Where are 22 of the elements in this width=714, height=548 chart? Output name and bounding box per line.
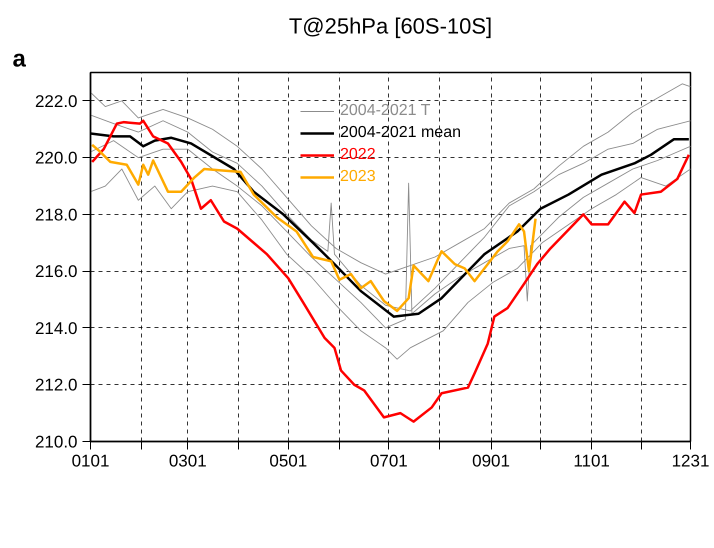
legend-label: 2004-2021 mean xyxy=(340,124,461,142)
x-tick-label: 0301 xyxy=(168,452,207,470)
line-series xyxy=(90,144,537,312)
y-tick-label: 216.0 xyxy=(34,262,78,282)
y-tick-label: 218.0 xyxy=(34,205,78,224)
y-tick-label: 212.0 xyxy=(34,376,78,395)
chart-title: T@25hPa [60S-10S] xyxy=(288,14,492,38)
x-tick-label: 0901 xyxy=(472,452,510,470)
y-tick-label: 210.0 xyxy=(34,432,78,452)
legend-label: 2022 xyxy=(340,146,376,164)
x-tick-label: 1231 xyxy=(672,452,710,470)
x-tick-label: 0501 xyxy=(269,452,308,470)
y-tick-label: 214.0 xyxy=(34,318,78,338)
legend-label: 2004-2021 T xyxy=(340,102,430,120)
text: a xyxy=(12,46,26,72)
legend-label: 2023 xyxy=(340,168,376,186)
y-tick-label: 222.0 xyxy=(34,92,78,111)
line-series xyxy=(90,120,690,423)
x-tick-label: 0701 xyxy=(370,452,408,470)
x-tick-label: 1101 xyxy=(573,452,610,470)
y-tick-label: 220.0 xyxy=(34,148,78,168)
x-tick-label: 0101 xyxy=(72,452,110,470)
